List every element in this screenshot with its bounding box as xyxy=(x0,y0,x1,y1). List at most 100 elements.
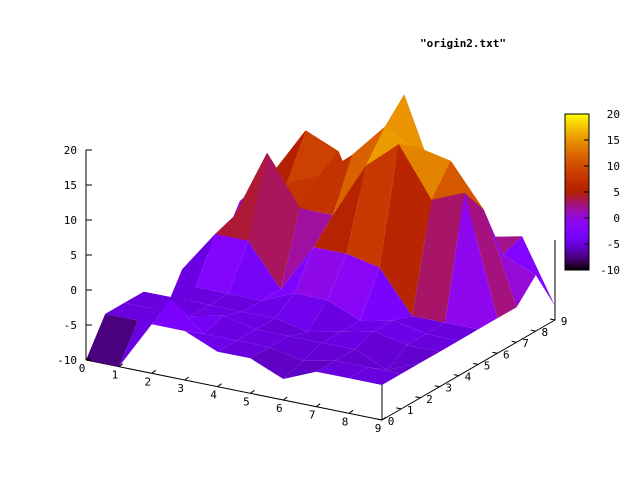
surface-facet xyxy=(365,126,418,166)
colorbar: 20 15 10 5 0 -5 -10 xyxy=(564,108,620,277)
surface-facet xyxy=(269,336,322,361)
surface-facet xyxy=(379,144,432,317)
z-tick-label: -10 xyxy=(57,354,77,367)
surface-facet xyxy=(412,192,465,323)
y-tick-mark xyxy=(492,351,498,354)
colorbar-tick-label: 15 xyxy=(607,134,620,147)
x-tick-label: 2 xyxy=(144,375,151,388)
surface-facet xyxy=(250,347,303,379)
surface-facet xyxy=(385,94,438,186)
y-tick-mark xyxy=(434,385,440,388)
surface-facet xyxy=(215,152,268,241)
z-axis-ticks: 20 15 10 5 0 -5 -10 xyxy=(57,144,92,367)
surface-facet xyxy=(327,253,380,321)
y-tick-label: 1 xyxy=(407,404,414,417)
colorbar-tick-label: -5 xyxy=(607,238,620,251)
surface-facet xyxy=(228,240,281,301)
surface-facet xyxy=(483,209,536,308)
chart-title: "origin2.txt" xyxy=(420,37,506,50)
colorbar-tick-label: 10 xyxy=(607,160,620,173)
surface-facet xyxy=(217,340,270,359)
y-tick-label: 3 xyxy=(445,382,452,395)
y-tick-label: 6 xyxy=(503,348,510,361)
y-tick-label: 2 xyxy=(426,393,433,406)
x-tick-label: 4 xyxy=(210,389,217,402)
x-tick-mark xyxy=(282,396,288,401)
y-tick-mark xyxy=(549,318,556,321)
surface-facet xyxy=(470,191,523,255)
surface-facet xyxy=(393,316,446,334)
surface-facet xyxy=(171,299,224,334)
surface-facet xyxy=(223,311,276,330)
x-tick-mark xyxy=(151,369,157,374)
surface-facet xyxy=(261,247,314,301)
surface-facet xyxy=(286,130,339,184)
surface-facet xyxy=(203,315,256,341)
x-tick-label: 6 xyxy=(276,402,283,415)
x-axis-line xyxy=(85,359,383,421)
surface-facet xyxy=(341,320,394,332)
y-tick-mark xyxy=(530,329,536,332)
surface-facet xyxy=(373,320,426,345)
surface-facet xyxy=(360,267,413,321)
surface-facet xyxy=(184,331,237,352)
z-tick-label: 5 xyxy=(70,249,77,262)
y-tick-label: 4 xyxy=(465,371,472,384)
surface-facet xyxy=(256,318,309,337)
surface-facet xyxy=(151,299,204,334)
surface-facet xyxy=(86,313,139,367)
x-tick-label: 9 xyxy=(375,422,382,435)
surface-facet xyxy=(387,345,440,371)
y-tick-label: 5 xyxy=(484,359,491,372)
surface-facet xyxy=(294,247,347,300)
surface-facet xyxy=(368,362,421,374)
colorbar-tick-label: 5 xyxy=(613,186,620,199)
y-tick-mark xyxy=(376,418,383,421)
surface-facet xyxy=(247,152,300,290)
x-tick-mark xyxy=(250,389,255,394)
surface-facet xyxy=(502,236,555,306)
surface-facet xyxy=(280,208,333,290)
y-axis-line xyxy=(381,319,556,421)
surface-facet xyxy=(195,234,248,294)
surface-facet xyxy=(283,360,336,379)
surface-facet xyxy=(335,349,388,371)
surface-facet xyxy=(300,154,353,215)
y-tick-mark xyxy=(415,396,421,399)
surface-facet xyxy=(464,192,517,319)
y-tick-label: 0 xyxy=(388,415,395,428)
surface-facet xyxy=(209,293,262,312)
y-tick-mark xyxy=(511,340,517,343)
surface-facet xyxy=(118,299,171,367)
surface-facet xyxy=(105,302,158,321)
x-tick-label: 3 xyxy=(177,382,184,395)
x-tick-label: 0 xyxy=(79,362,86,375)
surface-facet xyxy=(346,144,399,268)
z-tick-label: 15 xyxy=(64,179,77,192)
surface-mesh xyxy=(86,94,555,385)
colorbar-tick-label: 0 xyxy=(613,212,620,225)
surface-facet xyxy=(354,331,407,371)
x-tick-label: 5 xyxy=(243,395,250,408)
surface-facet xyxy=(321,331,374,350)
surface-facet xyxy=(267,152,320,209)
y-tick-label: 7 xyxy=(522,337,529,350)
x-tick-mark xyxy=(184,376,189,381)
y-tick-mark xyxy=(473,362,479,365)
y-tick-mark xyxy=(396,407,402,410)
colorbar-ticks: 20 15 10 5 0 -5 -10 xyxy=(584,108,620,277)
surface-facet xyxy=(302,342,355,361)
surface-facet xyxy=(275,293,328,332)
x-tick-mark xyxy=(118,363,124,368)
y-tick-mark xyxy=(453,374,459,377)
z-tick-label: 10 xyxy=(64,214,77,227)
surface-facet xyxy=(349,367,402,385)
x-tick-mark xyxy=(315,403,321,408)
x-tick-mark xyxy=(217,383,222,388)
x-tick-label: 8 xyxy=(342,415,349,428)
z-tick-label: 20 xyxy=(64,144,77,157)
x-tick-label: 1 xyxy=(112,369,119,382)
surface-facet xyxy=(176,287,229,305)
